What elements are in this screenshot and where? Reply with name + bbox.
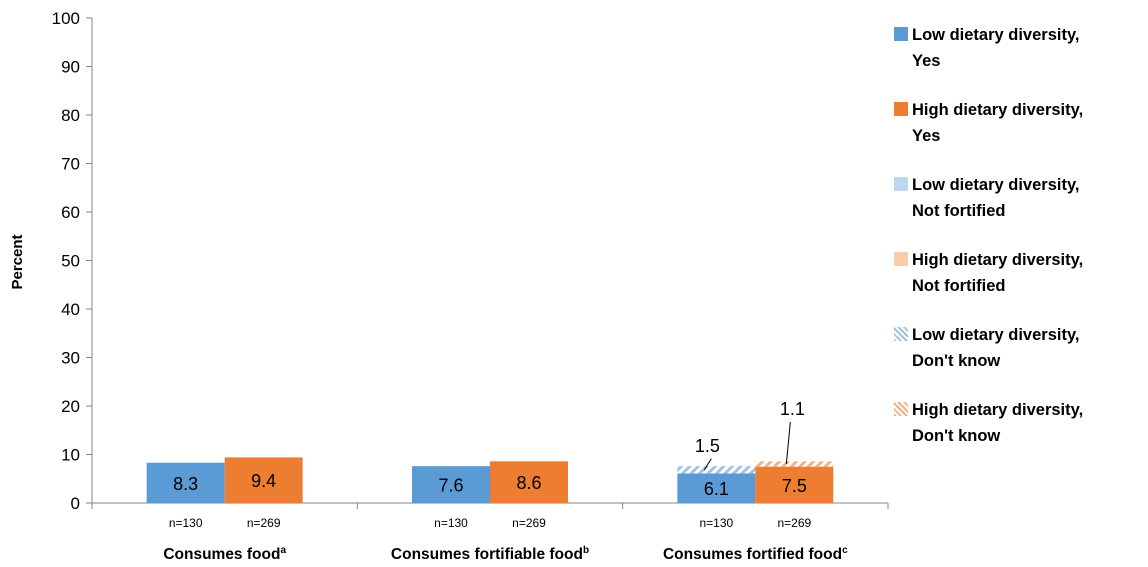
bar-low-yes [412,466,490,503]
sample-size-label: n=130 [699,516,733,530]
bar-high-dont-know [755,461,834,467]
data-label-high-dont-know: 1.1 [780,399,805,419]
bar-high-yes [224,457,303,503]
y-tick-label: 20 [61,397,80,416]
legend-swatch [894,327,908,341]
axes: 0 10 20 30 40 50 60 70 80 90 100 [52,9,889,513]
bars [146,457,834,503]
leader-line-low [703,458,712,471]
y-tick-label: 60 [61,203,80,222]
legend-item: Low dietary diversity, Not fortified [894,172,1144,247]
y-tick-label: 40 [61,300,80,319]
sample-size-label: n=269 [512,516,546,530]
legend-item: High dietary diversity, Don't know [894,397,1144,472]
y-tick-label: 50 [61,252,80,271]
y-tick-label: 70 [61,155,80,174]
legend-item: High dietary diversity, Not fortified [894,247,1144,322]
bar-low-yes [677,473,756,503]
data-label-low-yes: 8.3 [173,474,198,494]
legend-swatch [894,102,908,116]
sample-size-label: n=130 [169,516,203,530]
data-label-low-yes: 6.1 [704,479,729,499]
y-tick-label: 10 [61,446,80,465]
legend-item: Low dietary diversity, Don't know [894,322,1144,397]
y-tick-label: 100 [52,9,80,28]
data-label-high-yes: 8.6 [516,473,541,493]
y-axis-label: Percent [9,234,26,289]
bar-low-dont-know [677,466,756,474]
legend-swatch [894,177,908,191]
legend-label: High dietary diversity, Yes [912,101,1084,145]
bar-low-yes [146,462,225,503]
data-label-high-yes: 9.4 [251,471,276,491]
category-label: Consumes fooda [163,545,286,563]
legend-item: High dietary diversity, Yes [894,97,1144,172]
sample-size-label: n=130 [434,516,468,530]
legend-label: Low dietary diversity, Not fortified [912,176,1080,220]
legend-label: Low dietary diversity, Yes [912,26,1080,70]
sample-size-label: n=269 [777,516,811,530]
legend-swatch [894,27,908,41]
sample-size-label: n=269 [247,516,281,530]
data-label-low-dont-know: 1.5 [695,436,720,456]
y-tick-label: 30 [61,349,80,368]
bar-high-yes [755,466,834,503]
legend-swatch [894,252,908,266]
legend-item: Low dietary diversity, Yes [894,22,1144,97]
bar-high-yes [490,461,568,503]
y-tick-label: 80 [61,106,80,125]
labels: 8.3 n=130 9.4 n=269 Consumes fooda 7.6 n=130 8.… [163,399,848,563]
category-label: Consumes fortifiable foodb [391,545,589,563]
y-tick-label: 0 [71,494,80,513]
y-tick-label: 90 [61,58,80,77]
data-label-low-yes: 7.6 [438,476,463,496]
legend-label: Low dietary diversity, Don't know [912,326,1080,370]
legend: Low dietary diversity, Yes High dietary d… [894,22,1144,472]
category-label: Consumes fortified foodc [663,545,848,563]
data-label-high-yes: 7.5 [782,476,807,496]
legend-label: High dietary diversity, Don't know [912,401,1084,445]
legend-swatch [894,402,908,416]
leader-line-high [785,421,791,465]
legend-label: High dietary diversity, Not fortified [912,251,1084,295]
